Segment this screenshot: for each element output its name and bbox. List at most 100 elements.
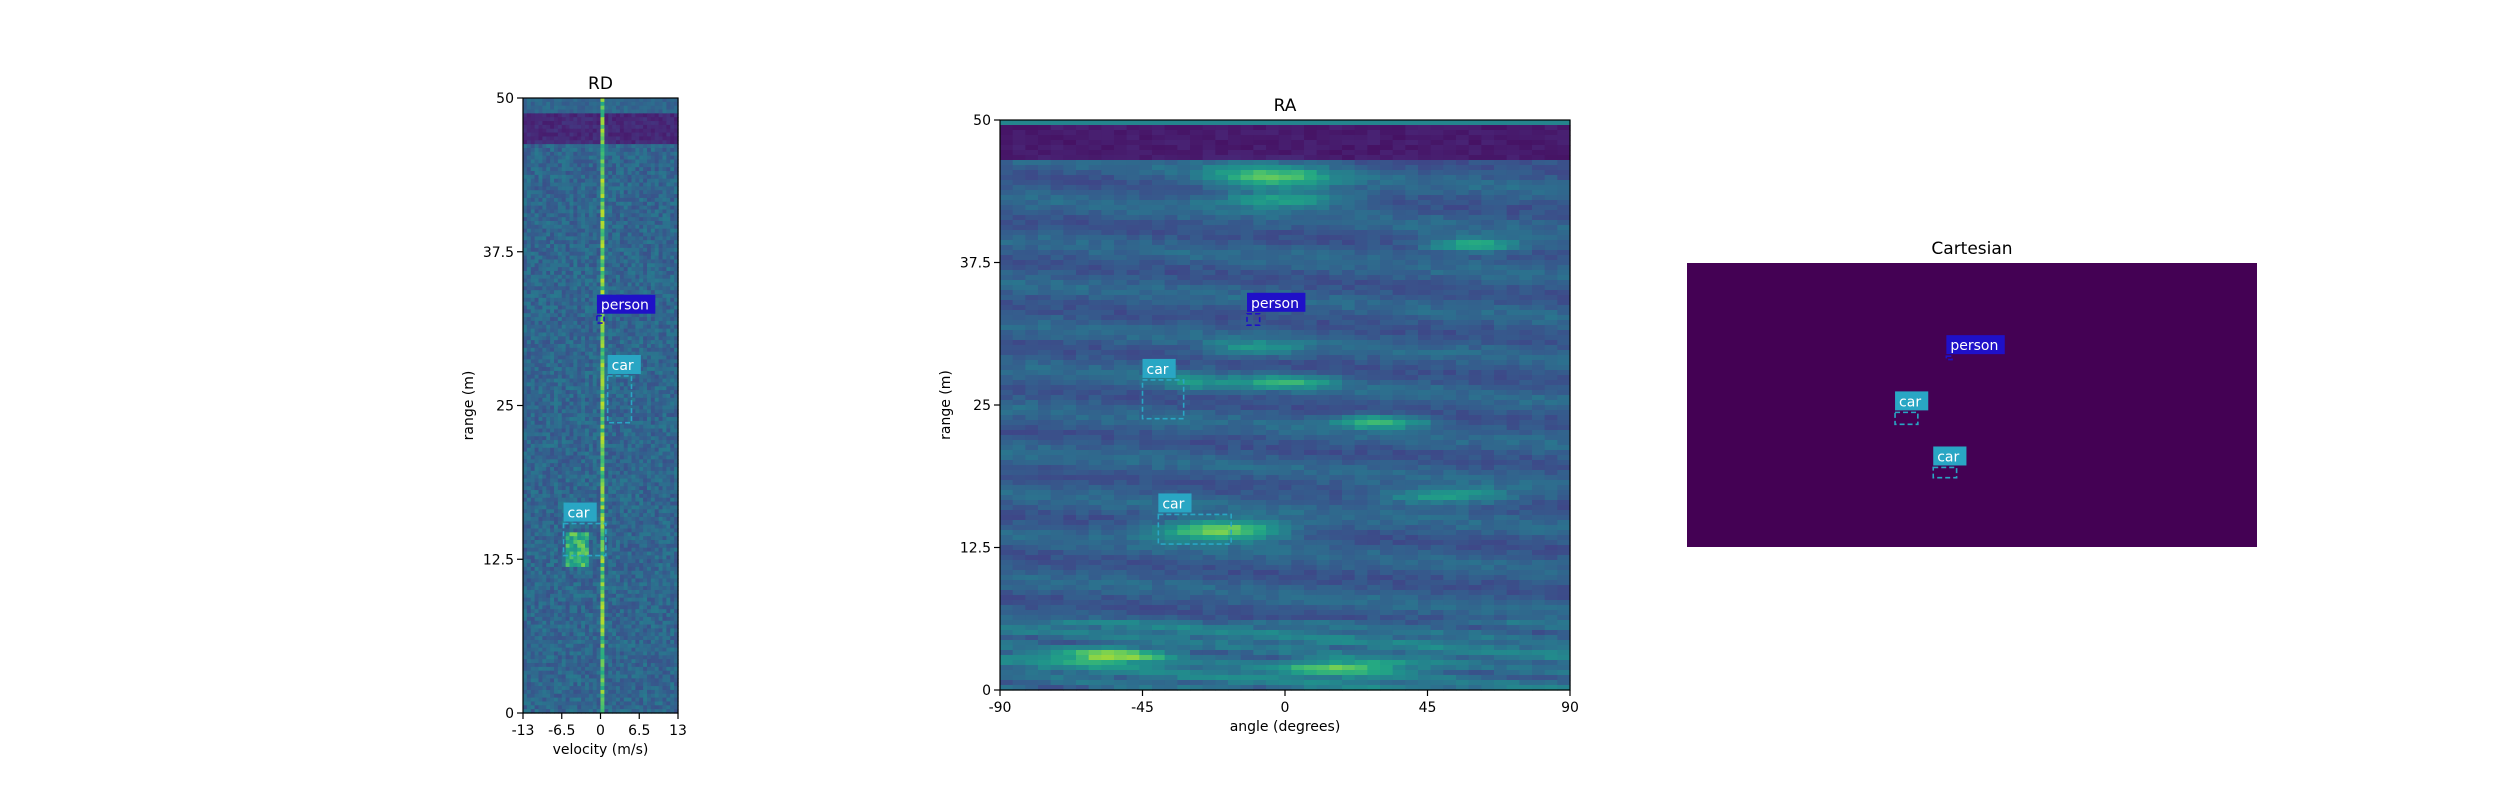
heatmap-cell [573, 167, 578, 172]
heatmap-cell [666, 174, 671, 180]
heatmap-cell [666, 236, 671, 241]
heatmap-cell [608, 490, 613, 495]
heatmap-cell [546, 247, 551, 253]
heatmap-cell [643, 516, 648, 522]
heatmap-cell [565, 305, 571, 311]
heatmap-cell [670, 151, 675, 157]
heatmap-cell [654, 174, 660, 180]
heatmap-cell [662, 197, 667, 203]
heatmap-cell [612, 320, 617, 326]
heatmap-cell [662, 294, 667, 299]
heatmap-cell [631, 136, 636, 141]
heatmap-cell [561, 397, 567, 403]
heatmap-cell [674, 224, 679, 230]
heatmap-cell [666, 470, 671, 476]
heatmap-cell [619, 328, 625, 334]
heatmap-cell [557, 267, 563, 272]
heatmap-cell [554, 563, 559, 568]
heatmap-cell [550, 566, 555, 572]
heatmap-cell [592, 470, 598, 476]
heatmap-cell [542, 574, 547, 580]
heatmap-cell [526, 520, 532, 526]
heatmap-cell [639, 132, 644, 138]
heatmap-cell [674, 240, 679, 245]
heatmap-cell [550, 463, 555, 468]
heatmap-cell [596, 109, 602, 114]
heatmap-cell [600, 278, 605, 284]
heatmap-cell [577, 194, 582, 199]
heatmap-cell [623, 540, 629, 545]
heatmap-cell [588, 221, 594, 226]
heatmap-cell [608, 467, 613, 472]
heatmap-cell [534, 224, 540, 230]
heatmap-cell [596, 501, 602, 507]
heatmap-cell [538, 171, 543, 176]
heatmap-cell [546, 98, 551, 103]
heatmap-cell [534, 328, 540, 334]
heatmap-cell [588, 332, 594, 337]
heatmap-cell [573, 559, 578, 564]
heatmap-cell [538, 224, 543, 230]
heatmap-cell [627, 509, 633, 514]
heatmap-cell [643, 267, 648, 272]
heatmap-cell [554, 344, 559, 349]
heatmap-cell [670, 140, 675, 145]
heatmap-cell [674, 540, 679, 545]
heatmap-cell [674, 144, 679, 149]
heatmap-cell [592, 259, 598, 264]
heatmap-cell [623, 136, 629, 141]
heatmap-cell [635, 451, 640, 457]
heatmap-cell [635, 351, 640, 357]
heatmap-cell [616, 467, 621, 472]
heatmap-cell [542, 201, 547, 207]
heatmap-cell [650, 274, 656, 280]
heatmap-cell [623, 401, 629, 407]
heatmap-cell [666, 420, 671, 426]
heatmap-cell [534, 513, 540, 518]
heatmap-cell [565, 270, 571, 276]
heatmap-cell [600, 247, 605, 253]
heatmap-cell [526, 428, 532, 434]
heatmap-cell [554, 351, 559, 357]
heatmap-cell [604, 147, 609, 153]
heatmap-cell [596, 98, 602, 103]
heatmap-cell [542, 397, 547, 403]
heatmap-cell [650, 497, 656, 503]
heatmap-cell [530, 240, 536, 245]
heatmap-cell [534, 113, 540, 118]
heatmap-cell [650, 490, 656, 495]
heatmap-cell [538, 355, 543, 360]
heatmap-cell [538, 101, 543, 107]
heatmap-cell [592, 344, 598, 349]
heatmap-cell [662, 313, 667, 318]
heatmap-cell [639, 197, 644, 203]
heatmap-cell [569, 543, 574, 549]
heatmap-cell [526, 263, 532, 268]
heatmap-cell [662, 309, 667, 314]
heatmap-cell [588, 447, 594, 453]
heatmap-cell [650, 397, 656, 403]
heatmap-cell [631, 286, 636, 291]
heatmap-cell [561, 313, 567, 318]
heatmap-cell [650, 405, 656, 410]
heatmap-cell [523, 432, 528, 437]
heatmap-cell [627, 278, 633, 284]
heatmap-cell [619, 344, 625, 349]
heatmap-cell [600, 194, 605, 199]
heatmap-cell [523, 459, 528, 464]
heatmap-cell [662, 347, 667, 353]
heatmap-cell [565, 493, 571, 499]
heatmap-cell [592, 209, 598, 214]
heatmap-cell [596, 282, 602, 287]
heatmap-cell [627, 190, 633, 195]
heatmap-cell [627, 501, 633, 507]
heatmap-cell [585, 436, 590, 441]
heatmap-cell [542, 513, 547, 518]
heatmap-cell [654, 367, 660, 372]
heatmap-cell [662, 128, 667, 134]
heatmap-cell [592, 278, 598, 284]
heatmap-cell [569, 113, 574, 118]
heatmap-cell [523, 305, 528, 311]
heatmap-cell [670, 286, 675, 291]
heatmap-cell [538, 347, 543, 353]
